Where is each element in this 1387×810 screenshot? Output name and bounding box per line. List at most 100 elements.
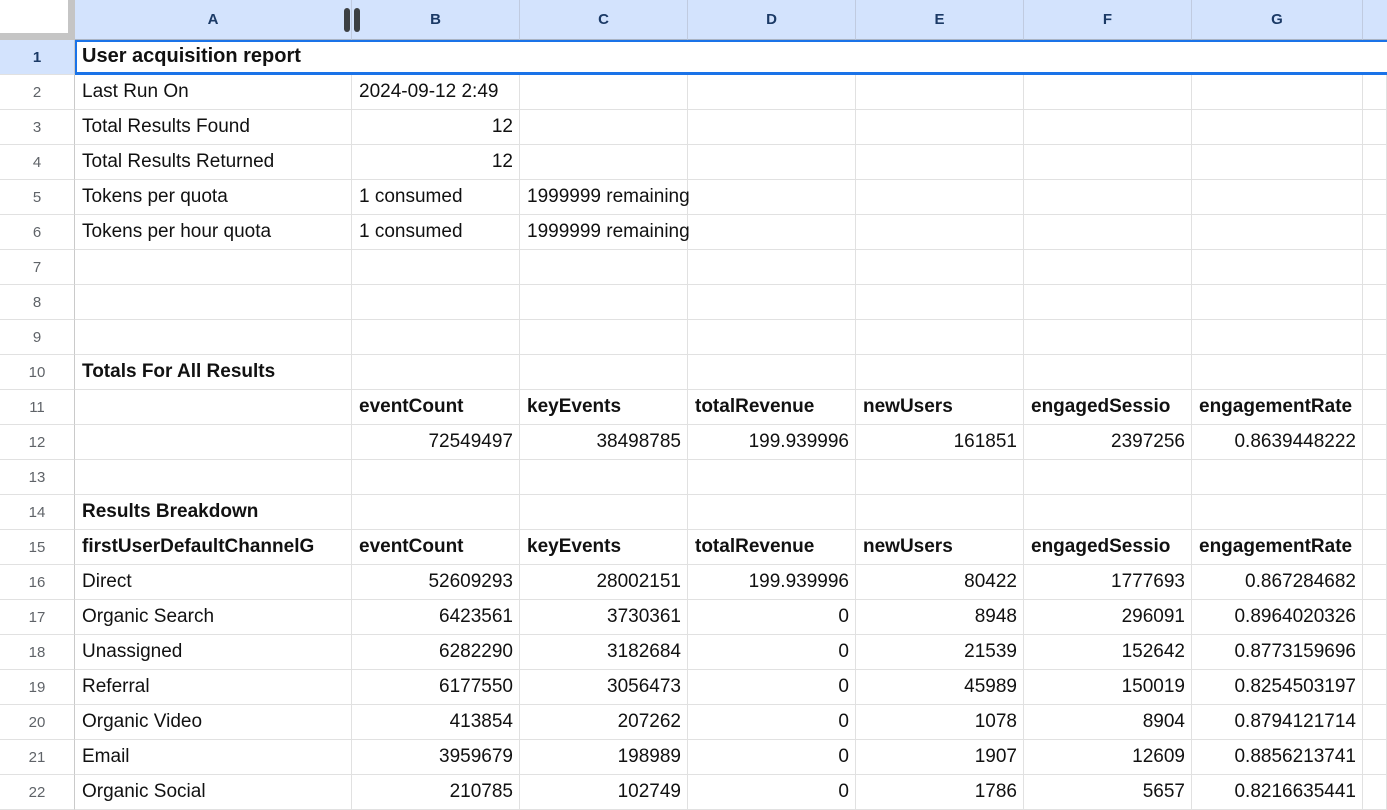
cell[interactable] [1192, 250, 1363, 285]
cell-C17[interactable]: 3730361 [520, 600, 688, 635]
cell-A4[interactable]: Total Results Returned [75, 145, 352, 180]
row-header-1[interactable]: 1 [0, 40, 75, 75]
cell-D12[interactable]: 199.939996 [688, 425, 856, 460]
cell-B2[interactable]: 2024-09-12 2:49 [352, 75, 520, 110]
cell[interactable] [352, 460, 520, 495]
cell[interactable] [856, 320, 1024, 355]
cell-partial[interactable] [1363, 285, 1387, 320]
cell[interactable] [688, 320, 856, 355]
cell-E16[interactable]: 80422 [856, 565, 1024, 600]
cell-G12[interactable]: 0.8639448222 [1192, 425, 1363, 460]
cell-G21[interactable]: 0.8856213741 [1192, 740, 1363, 775]
cell-B18[interactable]: 6282290 [352, 635, 520, 670]
cell-partial[interactable] [1363, 495, 1387, 530]
cell-A10[interactable]: Totals For All Results [75, 355, 352, 390]
column-header-d[interactable]: D [688, 0, 856, 40]
cell[interactable] [688, 110, 856, 145]
cell-C15[interactable]: keyEvents [520, 530, 688, 565]
cell-D18[interactable]: 0 [688, 635, 856, 670]
cell[interactable] [1024, 355, 1192, 390]
cell[interactable] [1192, 355, 1363, 390]
row-header-13[interactable]: 13 [0, 460, 75, 495]
cell-B6[interactable]: 1 consumed [352, 215, 520, 250]
column-header-c[interactable]: C [520, 0, 688, 40]
cell-B19[interactable]: 6177550 [352, 670, 520, 705]
cell-B3[interactable]: 12 [352, 110, 520, 145]
cell-F22[interactable]: 5657 [1024, 775, 1192, 810]
cell-partial[interactable] [1363, 215, 1387, 250]
cell[interactable] [520, 285, 688, 320]
cell-C22[interactable]: 102749 [520, 775, 688, 810]
row-header-7[interactable]: 7 [0, 250, 75, 285]
cell-E19[interactable]: 45989 [856, 670, 1024, 705]
cell-A5[interactable]: Tokens per quota [75, 180, 352, 215]
cell-B22[interactable]: 210785 [352, 775, 520, 810]
cell-C16[interactable]: 28002151 [520, 565, 688, 600]
row-header-12[interactable]: 12 [0, 425, 75, 460]
cell-G20[interactable]: 0.8794121714 [1192, 705, 1363, 740]
column-header-e[interactable]: E [856, 0, 1024, 40]
cell-A14[interactable]: Results Breakdown [75, 495, 352, 530]
column-header-partial[interactable] [1363, 0, 1387, 40]
cell[interactable] [1024, 180, 1192, 215]
cell-partial[interactable] [1363, 565, 1387, 600]
cell-D15[interactable]: totalRevenue [688, 530, 856, 565]
cell[interactable] [1192, 460, 1363, 495]
cell-partial[interactable] [1363, 145, 1387, 180]
cell[interactable] [688, 460, 856, 495]
cell-partial[interactable] [1363, 180, 1387, 215]
cell-F18[interactable]: 152642 [1024, 635, 1192, 670]
row-header-22[interactable]: 22 [0, 775, 75, 810]
cell[interactable] [1024, 110, 1192, 145]
cell[interactable] [1024, 215, 1192, 250]
row-header-15[interactable]: 15 [0, 530, 75, 565]
row-header-4[interactable]: 4 [0, 145, 75, 180]
cell-D19[interactable]: 0 [688, 670, 856, 705]
column-header-b[interactable]: B [352, 0, 520, 40]
cell[interactable] [1024, 145, 1192, 180]
cell[interactable] [1024, 495, 1192, 530]
column-header-g[interactable]: G [1192, 0, 1363, 40]
cell-A17[interactable]: Organic Search [75, 600, 352, 635]
cell[interactable] [75, 250, 352, 285]
cell[interactable] [352, 285, 520, 320]
cell-E20[interactable]: 1078 [856, 705, 1024, 740]
cell-E12[interactable]: 161851 [856, 425, 1024, 460]
row-header-16[interactable]: 16 [0, 565, 75, 600]
cell[interactable] [856, 250, 1024, 285]
cell[interactable] [688, 180, 856, 215]
cell-A1[interactable]: User acquisition report [75, 40, 1387, 75]
cell[interactable] [856, 215, 1024, 250]
row-header-11[interactable]: 11 [0, 390, 75, 425]
row-header-17[interactable]: 17 [0, 600, 75, 635]
cell[interactable] [75, 425, 352, 460]
cell[interactable] [856, 460, 1024, 495]
cell[interactable] [1024, 460, 1192, 495]
cell-partial[interactable] [1363, 740, 1387, 775]
cell-A18[interactable]: Unassigned [75, 635, 352, 670]
cell[interactable] [520, 495, 688, 530]
column-header-a[interactable]: A [75, 0, 352, 40]
cell-G19[interactable]: 0.8254503197 [1192, 670, 1363, 705]
cell[interactable] [688, 285, 856, 320]
cell[interactable] [520, 145, 688, 180]
cell-A2[interactable]: Last Run On [75, 75, 352, 110]
cell-E15[interactable]: newUsers [856, 530, 1024, 565]
cell[interactable] [75, 460, 352, 495]
cell[interactable] [352, 320, 520, 355]
cell-C5[interactable]: 1999999 remaining [520, 180, 690, 215]
cell-D16[interactable]: 199.939996 [688, 565, 856, 600]
cell-E11[interactable]: newUsers [856, 390, 1024, 425]
row-header-9[interactable]: 9 [0, 320, 75, 355]
cell-B5[interactable]: 1 consumed [352, 180, 520, 215]
cell[interactable] [520, 110, 688, 145]
cell-B21[interactable]: 3959679 [352, 740, 520, 775]
row-header-10[interactable]: 10 [0, 355, 75, 390]
cell-F20[interactable]: 8904 [1024, 705, 1192, 740]
select-all-corner[interactable] [0, 0, 75, 40]
cell-partial[interactable] [1363, 425, 1387, 460]
cell[interactable] [75, 320, 352, 355]
cell-B15[interactable]: eventCount [352, 530, 520, 565]
cell-C19[interactable]: 3056473 [520, 670, 688, 705]
row-header-14[interactable]: 14 [0, 495, 75, 530]
